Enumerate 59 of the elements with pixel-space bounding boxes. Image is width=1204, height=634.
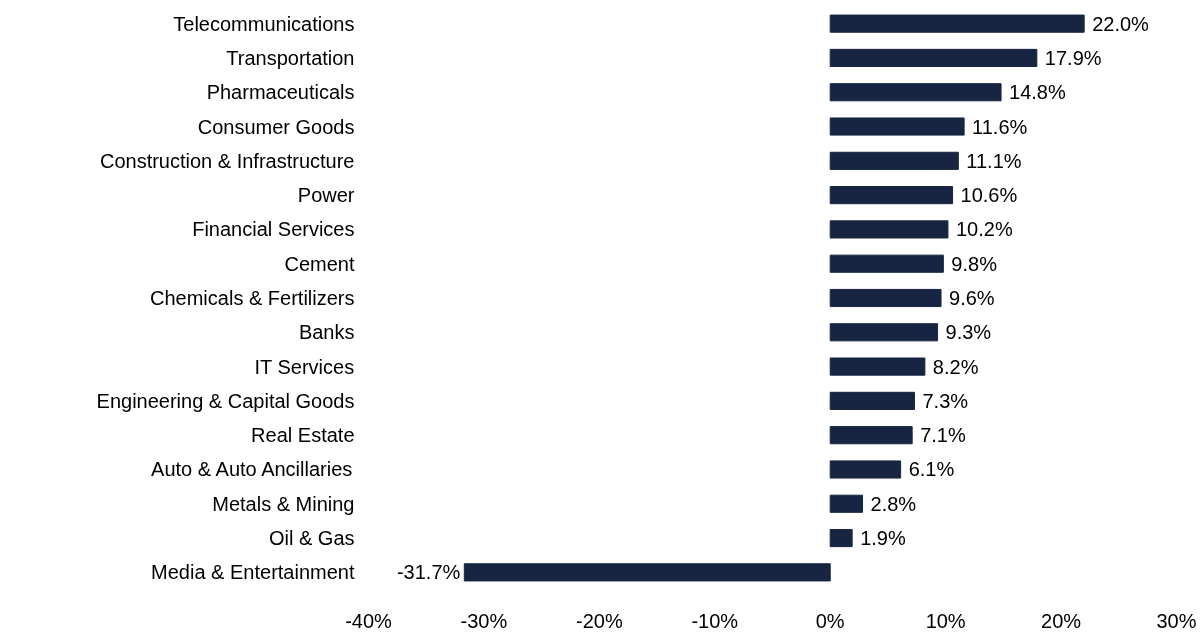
y-tick-label: Construction & Infrastructure [99,149,355,172]
data-label: 10.6% [960,184,1018,207]
bar [829,528,853,548]
data-label: 7.3% [922,389,969,412]
bar [829,151,959,170]
y-tick-label: Pharmaceuticals [206,81,355,104]
y-tick-label: Metals & Mining [212,492,355,515]
data-label: 9.6% [949,287,995,309]
y-tick-label: Oil & Gas [268,527,355,550]
x-tick-label: -20% [576,609,623,632]
data-label: 14.8% [1009,81,1066,104]
data-label: 10.2% [955,218,1013,241]
y-tick-label: Real Estate [251,424,355,447]
y-tick-label: Chemicals & Fertilizers [150,287,355,309]
bar [829,220,949,239]
data-label: 6.1% [908,458,955,481]
bar [829,14,1085,33]
y-tick-label: Financial Services [192,218,355,241]
data-label: 9.8% [951,252,998,275]
bar [829,254,944,273]
bar [829,323,939,342]
bar [829,391,915,410]
data-label: 22.0% [1092,12,1150,35]
data-label: 11.6% [972,115,1028,138]
bar [829,186,954,205]
bar [829,288,942,308]
y-tick-label: Transportation [226,46,355,69]
x-tick-label: 20% [1041,609,1082,632]
y-tick-label: Media & Entertainment [151,561,355,584]
y-tick-label: Auto & Auto Ancillaries [151,458,353,481]
y-tick-label: Engineering & Capital Goods [96,389,355,412]
data-label: 2.8% [870,492,917,515]
y-tick-label: Telecommunications [173,12,355,35]
y-tick-label: Banks [298,321,355,344]
data-label: 11.1% [966,149,1022,172]
bar [829,494,864,513]
data-label: -31.7% [396,561,461,584]
bar [829,460,902,479]
data-label: 8.2% [932,355,979,378]
y-tick-label: IT Services [254,355,355,378]
bar [829,117,965,136]
bar [463,563,831,582]
bar [829,357,926,376]
bar [829,83,1002,102]
x-tick-label: -30% [460,609,508,632]
x-tick-label: 0% [815,609,845,632]
data-label: 7.1% [920,424,966,447]
x-tick-label: 10% [925,609,966,632]
y-tick-label: Cement [284,252,355,275]
x-tick-label: 30% [1156,609,1197,632]
y-tick-label: Power [297,184,355,207]
bar [829,426,913,445]
x-tick-label: -40% [345,609,393,632]
x-tick-label: -10% [691,609,739,632]
data-label: 17.9% [1044,46,1102,69]
data-label: 1.9% [860,527,906,550]
y-tick-label: Consumer Goods [197,115,355,138]
bar [829,48,1038,68]
data-label: 9.3% [945,321,992,344]
